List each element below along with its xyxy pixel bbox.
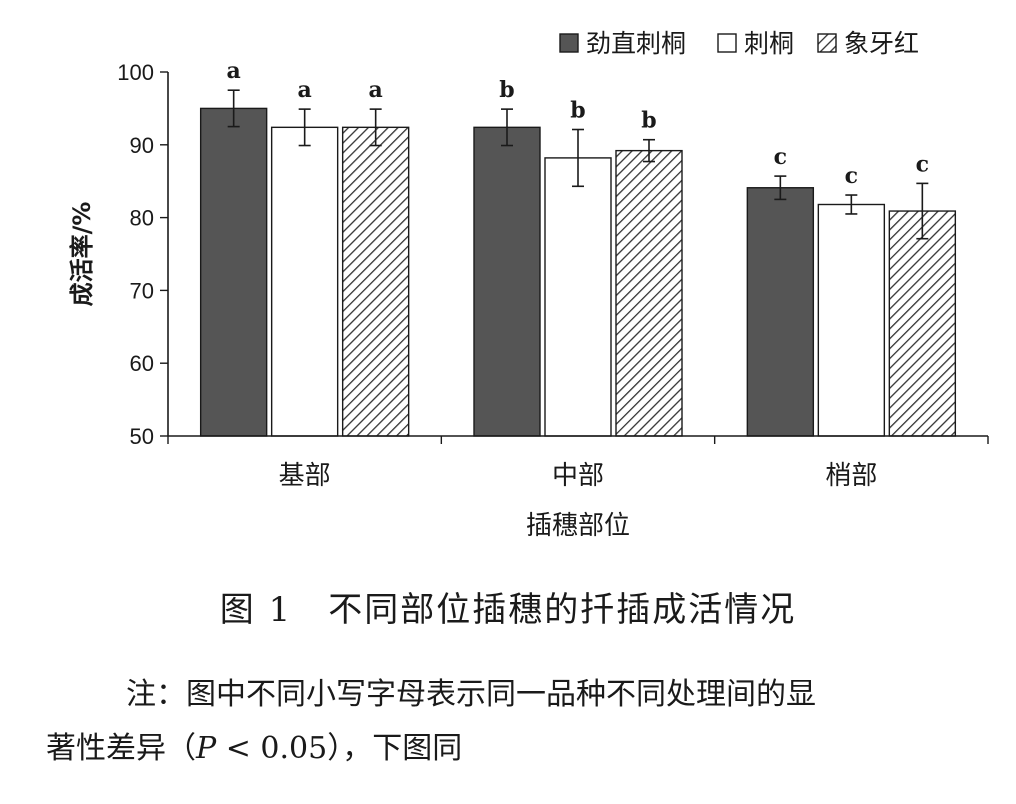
y-tick-label: 50 <box>130 424 154 449</box>
bar-chart: 50 60 70 80 90 100 基部 中部 梢部 a a a b b b c c c 插穗部位 成活率/% 劲… <box>68 29 989 541</box>
legend-swatch <box>559 33 579 53</box>
significance-letter: c <box>845 163 858 189</box>
bar <box>341 126 410 437</box>
significance-letter: b <box>641 108 656 134</box>
significance-letter: a <box>227 58 241 84</box>
bar <box>473 126 541 437</box>
y-tick-label: 80 <box>130 206 154 231</box>
note-line-2: 著性差异（P < 0.05），下图同 <box>46 731 463 766</box>
x-tick-label: 梢部 <box>825 461 877 491</box>
legend-label: 劲直刺桐 <box>586 29 686 58</box>
bar <box>615 149 683 437</box>
legend-label: 刺桐 <box>744 29 794 58</box>
x-axis-title: 插穗部位 <box>526 511 630 541</box>
legend-swatch <box>817 33 837 53</box>
note-line-1: 注：图中不同小写字母表示同一品种不同处理间的显 <box>126 677 816 712</box>
significance-letter: c <box>774 144 787 170</box>
bar <box>817 203 886 437</box>
bar <box>270 126 339 437</box>
y-tick-label: 90 <box>130 133 154 158</box>
y-tick-label: 100 <box>117 60 154 85</box>
legend-label: 象牙红 <box>844 29 919 58</box>
bar <box>888 210 957 437</box>
y-tick-label: 70 <box>130 278 154 303</box>
significance-letter: b <box>499 77 514 103</box>
x-tick-label: 中部 <box>552 461 604 491</box>
y-axis-title: 成活率/% <box>68 202 96 307</box>
bar <box>746 187 815 437</box>
significance-letter: a <box>369 77 383 103</box>
figure-caption: 图 1 不同部位插穗的扦插成活情况 <box>219 590 797 630</box>
significance-letter: a <box>298 77 312 103</box>
legend-swatch <box>717 33 737 53</box>
figure-note: 注：图中不同小写字母表示同一品种不同处理间的显 著性差异（P < 0.05），下… <box>46 668 986 776</box>
significance-letter: b <box>570 98 585 124</box>
y-tick-label: 60 <box>130 351 154 376</box>
x-tick-label: 基部 <box>279 461 331 491</box>
significance-letter: c <box>916 151 929 177</box>
bar <box>199 107 268 437</box>
bar <box>544 157 612 437</box>
